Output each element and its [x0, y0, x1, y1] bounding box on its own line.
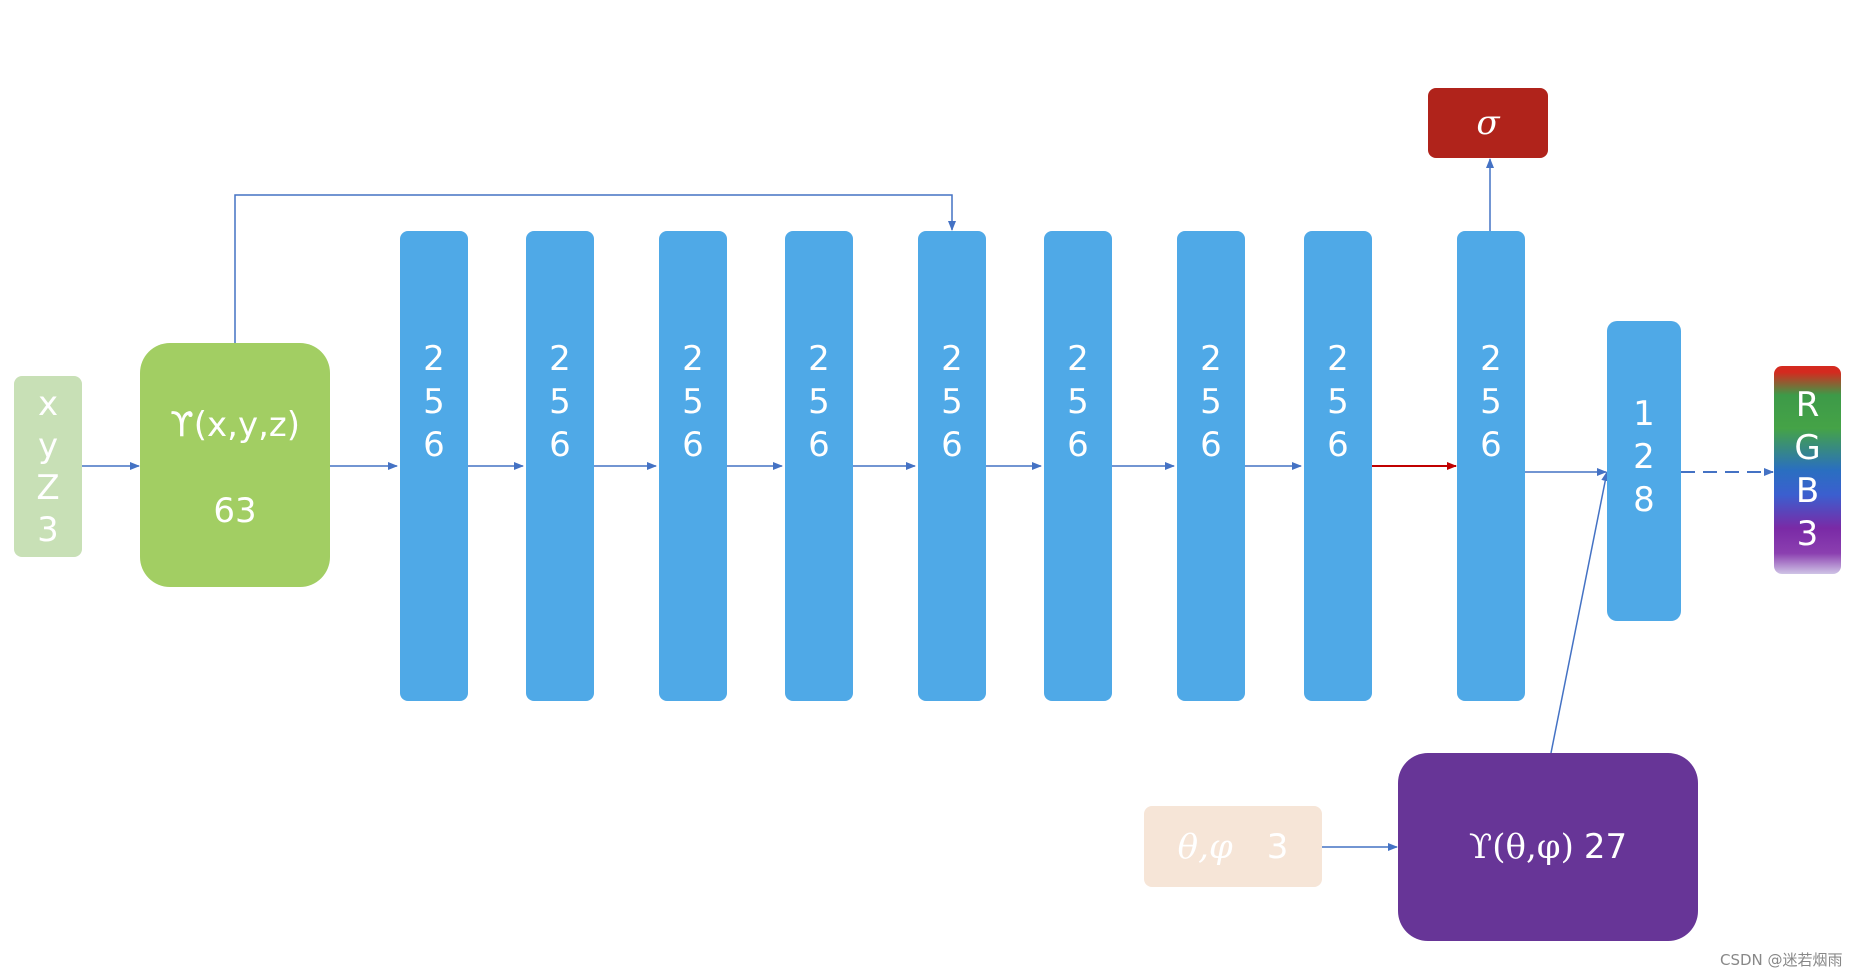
- fc-layer-9: 2 5 6: [1457, 231, 1525, 701]
- input-xyz-line: 3: [37, 509, 59, 550]
- input-xyz-block: x y Z 3: [14, 376, 82, 557]
- layer-digit: 6: [941, 424, 963, 465]
- fc-layer-2: 2 5 6: [526, 231, 594, 701]
- layer-digit: 6: [1480, 424, 1502, 465]
- rgb-output-block: R G B 3: [1774, 366, 1841, 574]
- sigma-symbol: σ: [1476, 103, 1500, 143]
- layer-digit: 1: [1633, 393, 1655, 434]
- positional-encoding-xyz-dim: 63: [213, 491, 257, 531]
- layer-digit: 2: [808, 338, 830, 379]
- fc-layer-3: 2 5 6: [659, 231, 727, 701]
- layer-digit: 2: [549, 338, 571, 379]
- view-direction-encoding-block: ϒ(θ,φ) 27: [1398, 753, 1698, 941]
- layer-digit: 5: [1327, 381, 1349, 422]
- layer-digit: 5: [808, 381, 830, 422]
- layer-digit: 5: [549, 381, 571, 422]
- layer-digit: 6: [1327, 424, 1349, 465]
- layer-digit: 6: [682, 424, 704, 465]
- layer-digit: 2: [1480, 338, 1502, 379]
- fc-layer-128: 1 2 8: [1607, 321, 1681, 621]
- positional-encoding-xyz-label: ϒ(x,y,z): [170, 405, 300, 445]
- fc-layer-7: 2 5 6: [1177, 231, 1245, 701]
- fc-layer-6: 2 5 6: [1044, 231, 1112, 701]
- view-encoding-dim: 27: [1583, 827, 1628, 867]
- layer-digit: 2: [1633, 436, 1655, 477]
- layer-digit: 2: [1067, 338, 1089, 379]
- arrow-view-encoding-to-128: [1550, 471, 1610, 754]
- layer-digit: 2: [1200, 338, 1222, 379]
- layer-digit: 6: [1067, 424, 1089, 465]
- rgb-line: G: [1794, 428, 1821, 468]
- view-direction-symbol: θ,φ: [1177, 826, 1233, 867]
- rgb-line: B: [1795, 471, 1820, 511]
- fc-layer-8: 2 5 6: [1304, 231, 1372, 701]
- view-encoding-symbol: ϒ(θ,φ): [1468, 827, 1574, 867]
- layer-digit: 6: [423, 424, 445, 465]
- view-direction-dim: 3: [1266, 826, 1289, 867]
- layer-digit: 2: [941, 338, 963, 379]
- input-xyz-line: y: [37, 425, 59, 466]
- fc-layer-1: 2 5 6: [400, 231, 468, 701]
- layer-digit: 2: [682, 338, 704, 379]
- positional-encoding-xyz-block: ϒ(x,y,z) 63: [140, 343, 330, 587]
- layer-digit: 5: [423, 381, 445, 422]
- fc-layer-4: 2 5 6: [785, 231, 853, 701]
- layer-digit: 5: [1067, 381, 1089, 422]
- layer-digit: 2: [1327, 338, 1349, 379]
- layer-digit: 6: [1200, 424, 1222, 465]
- layer-digit: 5: [941, 381, 963, 422]
- watermark: CSDN @迷若烟雨: [1720, 951, 1843, 969]
- layer-digit: 5: [1480, 381, 1502, 422]
- fc-layer-5: 2 5 6: [918, 231, 986, 701]
- layer-digit: 6: [549, 424, 571, 465]
- rgb-line: R: [1795, 385, 1820, 425]
- layer-digit: 5: [1200, 381, 1222, 422]
- layer-digit: 6: [808, 424, 830, 465]
- density-output-sigma: σ: [1428, 88, 1548, 158]
- layer-digit: 8: [1633, 479, 1655, 520]
- input-xyz-line: Z: [36, 467, 60, 508]
- view-direction-input-block: θ,φ 3: [1144, 806, 1322, 887]
- layer-digit: 5: [682, 381, 704, 422]
- layer-digit: 2: [423, 338, 445, 379]
- skip-connection-arrow: [234, 194, 956, 343]
- input-xyz-line: x: [37, 383, 59, 424]
- rgb-line: 3: [1796, 514, 1819, 554]
